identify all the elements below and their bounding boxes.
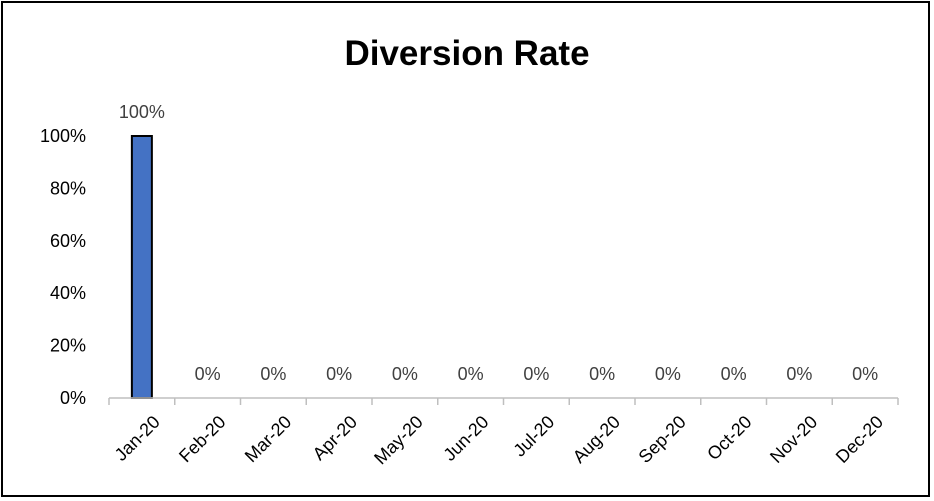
data-label: 0%: [195, 364, 221, 384]
x-tick-label: Jan-20: [111, 412, 164, 465]
data-label: 0%: [655, 364, 681, 384]
y-tick-label: 20%: [50, 336, 86, 356]
y-tick-label: 0%: [60, 388, 86, 408]
data-label: 0%: [852, 364, 878, 384]
x-tick-label: Feb-20: [175, 412, 229, 466]
data-label: 100%: [119, 102, 165, 122]
x-tick-label: Nov-20: [766, 412, 821, 467]
y-tick-label: 80%: [50, 178, 86, 198]
data-label: 0%: [326, 364, 352, 384]
x-axis-tick-labels: Jan-20 Feb-20 Mar-20 Apr-20 May-20 Jun-20 Jul-…: [111, 412, 887, 469]
data-label: 0%: [786, 364, 812, 384]
data-label: 0%: [523, 364, 549, 384]
x-tick-label: May-20: [370, 412, 427, 469]
bar-jan-20: [130, 135, 153, 399]
x-tick-label: Apr-20: [309, 412, 361, 464]
data-label: 0%: [721, 364, 747, 384]
data-label: 0%: [458, 364, 484, 384]
x-tick-label: Mar-20: [241, 412, 295, 466]
x-tick-label: Sep-20: [635, 412, 690, 467]
data-label: 0%: [392, 364, 418, 384]
y-axis-tick-labels: 0% 20% 40% 60% 80% 100%: [40, 126, 86, 408]
x-tick-label: Oct-20: [703, 412, 755, 464]
bar-series: [130, 135, 153, 399]
y-tick-label: 60%: [50, 231, 86, 251]
data-labels: 100% 0% 0% 0% 0% 0% 0% 0% 0% 0% 0% 0%: [119, 102, 878, 384]
data-label: 0%: [589, 364, 615, 384]
x-axis: [108, 397, 899, 405]
y-tick-label: 100%: [40, 126, 86, 146]
x-tick-label: Dec-20: [832, 412, 887, 467]
chart-title: Diversion Rate: [344, 34, 590, 73]
data-label: 0%: [260, 364, 286, 384]
x-tick-label: Aug-20: [569, 412, 624, 467]
y-tick-label: 40%: [50, 283, 86, 303]
x-tick-label: Jul-20: [509, 412, 558, 461]
x-tick-label: Jun-20: [439, 412, 492, 465]
